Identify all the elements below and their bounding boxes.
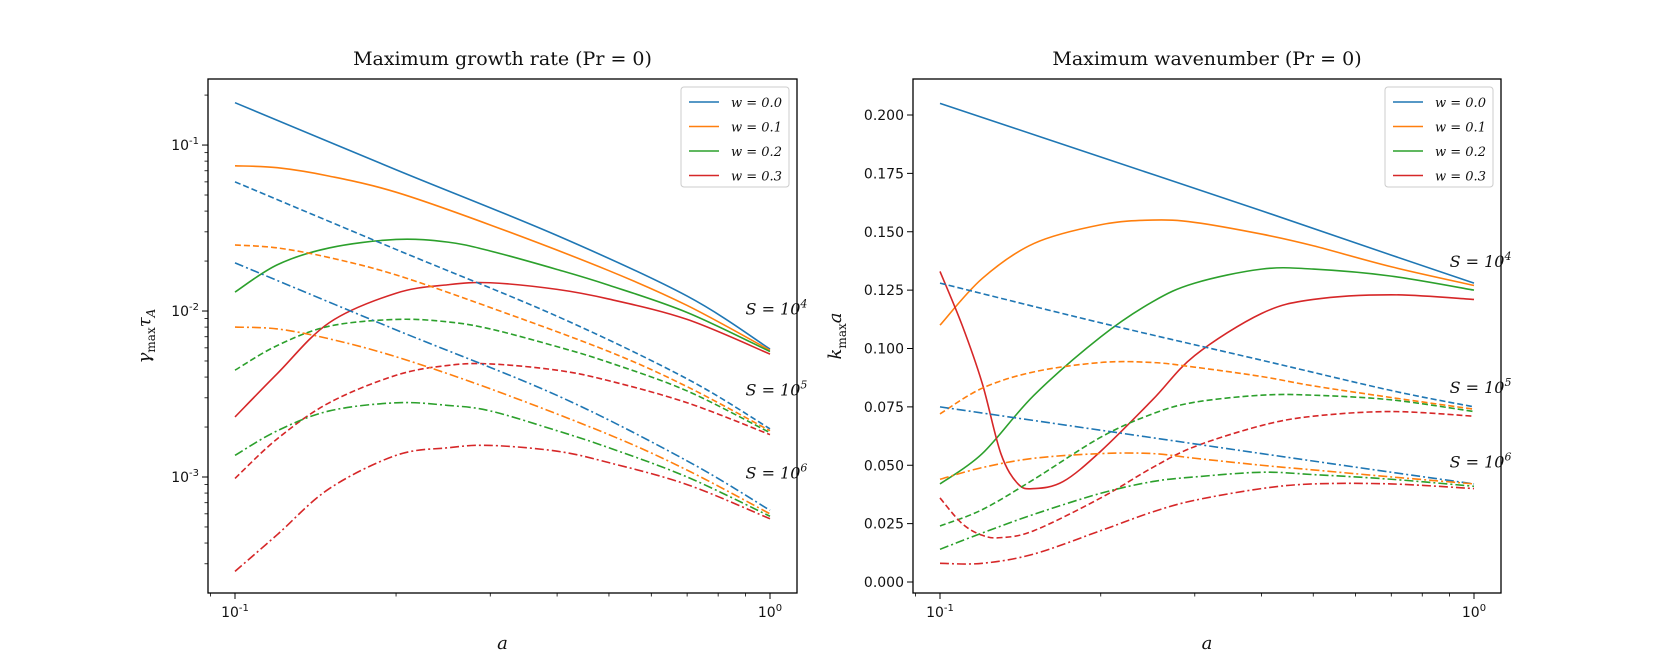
series-line-S10e4-w0.2-solid [939,266,1475,485]
annotation-label: S = 106 [746,461,808,482]
legend-label: w = 0.3 [1435,170,1486,185]
annotation-label: S = 105 [746,378,808,399]
chart-panel-2: 10-1 100 0.000 0.025 0.050 0.075 0.100 0.125 0.1… [825,48,1511,654]
chart-panel-1: 10-1 100 10-3 10-2 10-1 Maximum growth rate (… [134,48,807,654]
series-group [939,102,1475,565]
legend: w = 0.0 w = 0.1 w = 0.2 w = 0.3 [680,86,790,188]
y-tick-label: 10-1 [171,136,199,154]
series-line-S10e4-w0.1-solid [939,219,1475,326]
annotation-label: S = 106 [1450,451,1512,472]
series-line-S10e5-w0.1-dashed [234,244,771,432]
legend: w = 0.0 w = 0.1 w = 0.2 w = 0.3 [1384,86,1494,188]
annotation-label: S = 104 [746,298,808,319]
y-tick-label: 0.075 [864,400,904,416]
series-line-S10e4-w0.1-solid [234,164,771,351]
legend-box [680,86,790,188]
y-tick-label: 0.050 [864,458,904,474]
x-axis-label: a [1202,633,1213,654]
x-tick-label: 100 [758,603,782,621]
series-line-S10e5-w0.3-dashed [939,410,1475,539]
chart-title: Maximum wavenumber (Pr = 0) [1052,48,1361,70]
series-line-S10e6-w0.1-dashdot [234,326,771,515]
series-line-S10e6-w0.1-dashdot [939,452,1475,485]
series-line-S10e4-w0.0-solid [234,101,771,350]
x-tick-label: 10-1 [926,603,954,621]
legend-label: w = 0.1 [731,121,782,136]
y-tick-label: 0.125 [864,283,904,299]
legend-label: w = 0.2 [731,145,782,160]
legend-label: w = 0.2 [1435,145,1486,160]
series-line-S10e6-w0.2-dashdot [234,401,771,517]
y-tick-label: 0.100 [864,342,904,358]
x-axis-label: a [497,633,508,654]
series-line-S10e5-w0.3-dashed [234,362,771,480]
series-line-S10e5-w0.0-dashed [939,282,1475,408]
series-line-S10e4-w0.0-solid [939,102,1475,284]
series-line-S10e5-w0.2-dashed [234,318,771,434]
annotation-label: S = 105 [1450,376,1512,397]
y-axis-label: γmaxτA [134,308,158,363]
y-tick-label: 0.200 [864,108,904,124]
y-tick-label: 0.025 [864,517,904,533]
series-line-S10e4-w0.3-solid [939,271,1475,490]
x-tick-label: 100 [1462,603,1486,621]
y-tick-label: 0.150 [864,225,904,241]
y-tick-label: 0.175 [864,166,904,182]
plot-frame [912,78,1502,594]
legend-label: w = 0.0 [731,96,782,111]
plot-frame [207,78,798,594]
y-tick-label: 0.000 [864,575,904,591]
series-line-S10e4-w0.3-solid [234,281,771,418]
series-line-S10e6-w0.0-dashdot [939,406,1475,485]
series-line-S10e6-w0.0-dashdot [234,262,771,511]
chart-title: Maximum growth rate (Pr = 0) [353,48,652,70]
legend-box [1384,86,1494,188]
x-tick-label: 10-1 [221,603,249,621]
series-group [234,101,771,572]
legend-label: w = 0.0 [1435,96,1486,111]
legend-label: w = 0.1 [1435,121,1486,136]
y-axis-label: kmaxa [825,313,849,360]
legend-label: w = 0.3 [731,170,782,185]
series-line-S10e6-w0.3-dashdot [234,444,771,572]
series-line-S10e6-w0.3-dashdot [939,482,1475,565]
series-line-S10e5-w0.2-dashed [939,393,1475,527]
y-tick-label: 10-3 [171,468,199,486]
annotation-label: S = 104 [1450,250,1512,271]
series-line-S10e6-w0.2-dashdot [939,471,1475,551]
series-line-S10e5-w0.0-dashed [234,181,771,430]
y-tick-label: 10-2 [171,302,199,320]
series-line-S10e5-w0.1-dashed [939,360,1475,415]
